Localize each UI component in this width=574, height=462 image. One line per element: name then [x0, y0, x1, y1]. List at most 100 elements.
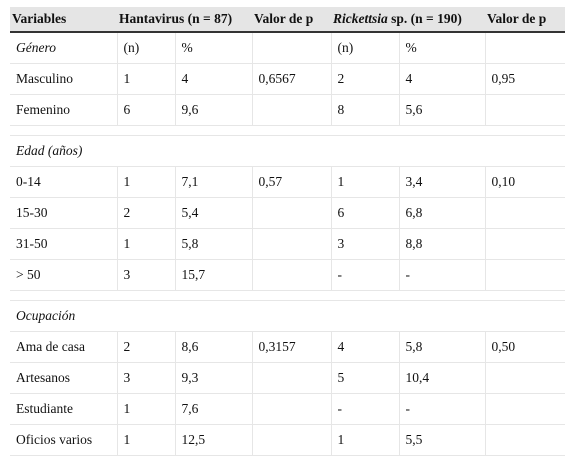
section-label-ocupacion: Ocupación	[10, 300, 566, 332]
table-cell: (n)	[331, 31, 400, 64]
spacer-row	[10, 125, 566, 136]
table-row: > 50 3 15,7 - -	[10, 259, 566, 291]
header-rickettsia-rest: sp. (n = 190)	[387, 11, 462, 26]
header-p-value-hantavirus: Valor de p	[252, 7, 332, 33]
table-cell: 8,6	[175, 331, 253, 363]
spacer-cell	[10, 290, 566, 301]
table-cell: 1	[117, 228, 176, 260]
table-row: Estudiante 1 7,6 - -	[10, 393, 566, 425]
table-cell: 0,57	[252, 166, 332, 198]
table-cell	[485, 228, 566, 260]
table-cell: 8,8	[399, 228, 486, 260]
table-cell	[252, 362, 332, 394]
row-label: Femenino	[10, 94, 118, 126]
table-cell: 2	[117, 197, 176, 229]
row-label: Artesanos	[10, 362, 118, 394]
table-cell	[485, 259, 566, 291]
row-label: Masculino	[10, 63, 118, 95]
table-cell: 5,6	[399, 94, 486, 126]
table-row: Femenino 6 9,6 8 5,6	[10, 94, 566, 126]
table-cell	[252, 197, 332, 229]
table-cell: 9,6	[175, 94, 253, 126]
spacer-cell	[10, 125, 566, 136]
row-label: Estudiante	[10, 393, 118, 425]
table-row: 15-30 2 5,4 6 6,8	[10, 197, 566, 229]
table-row: 31-50 1 5,8 3 8,8	[10, 228, 566, 260]
table-cell: 3,4	[399, 166, 486, 198]
table-cell: 0,50	[485, 331, 566, 363]
table-row: 0-14 1 7,1 0,57 1 3,4 0,10	[10, 166, 566, 198]
row-label: 31-50	[10, 228, 118, 260]
table-cell	[485, 393, 566, 425]
results-table: Variables Hantavirus (n = 87) Valor de p…	[10, 7, 566, 456]
table-cell: 6,8	[399, 197, 486, 229]
table-cell: 5,5	[399, 424, 486, 456]
section-row-genero: Género (n) % (n) %	[10, 31, 566, 64]
table-row: Oficios varios 1 12,5 1 5,5	[10, 424, 566, 456]
table-cell: -	[331, 393, 400, 425]
table-cell: -	[331, 259, 400, 291]
table-cell	[485, 197, 566, 229]
row-label: > 50	[10, 259, 118, 291]
table-cell: -	[399, 259, 486, 291]
table-cell: 15,7	[175, 259, 253, 291]
table-cell: 0,6567	[252, 63, 332, 95]
table-cell: 12,5	[175, 424, 253, 456]
table-cell: -	[399, 393, 486, 425]
table-cell: 0,95	[485, 63, 566, 95]
table-row: Artesanos 3 9,3 5 10,4	[10, 362, 566, 394]
header-row: Variables Hantavirus (n = 87) Valor de p…	[10, 7, 566, 33]
table-cell: 3	[117, 259, 176, 291]
table-cell: 0,3157	[252, 331, 332, 363]
table-cell: 2	[117, 331, 176, 363]
table-cell	[252, 94, 332, 126]
table-cell: 4	[175, 63, 253, 95]
spacer-row	[10, 290, 566, 301]
table-cell: 5	[331, 362, 400, 394]
table-cell: 7,6	[175, 393, 253, 425]
row-label: 0-14	[10, 166, 118, 198]
header-rickettsia: Rickettsia sp. (n = 190)	[331, 7, 486, 33]
header-variables: Variables	[10, 7, 117, 33]
table-cell: (n)	[117, 31, 176, 64]
table-cell	[252, 259, 332, 291]
table-cell: %	[175, 31, 253, 64]
table-cell: 5,8	[175, 228, 253, 260]
table-cell	[485, 362, 566, 394]
table-cell: 1	[117, 424, 176, 456]
table-row: Masculino 1 4 0,6567 2 4 0,95	[10, 63, 566, 95]
row-label: 15-30	[10, 197, 118, 229]
header-rickettsia-genus: Rickettsia	[333, 11, 388, 26]
table-cell: 0,10	[485, 166, 566, 198]
table-cell	[252, 393, 332, 425]
table-cell: 5,4	[175, 197, 253, 229]
section-row-edad: Edad (años)	[10, 135, 566, 167]
section-label-edad: Edad (años)	[10, 135, 566, 167]
table-cell	[485, 31, 566, 64]
table-cell: 10,4	[399, 362, 486, 394]
table-cell: 1	[331, 424, 400, 456]
table-cell	[485, 94, 566, 126]
table-cell: 7,1	[175, 166, 253, 198]
table-cell: %	[399, 31, 486, 64]
table-cell: 8	[331, 94, 400, 126]
table-cell: 1	[331, 166, 400, 198]
table-cell: 2	[331, 63, 400, 95]
table-cell: 1	[117, 166, 176, 198]
table-cell: 4	[331, 331, 400, 363]
table-cell: 3	[331, 228, 400, 260]
table-cell	[252, 228, 332, 260]
row-label: Oficios varios	[10, 424, 118, 456]
row-label: Ama de casa	[10, 331, 118, 363]
table-cell: 4	[399, 63, 486, 95]
table-cell: 1	[117, 393, 176, 425]
table-cell	[252, 424, 332, 456]
table-row: Ama de casa 2 8,6 0,3157 4 5,8 0,50	[10, 331, 566, 363]
table-cell: 6	[117, 94, 176, 126]
table-cell	[485, 424, 566, 456]
table-cell: 9,3	[175, 362, 253, 394]
section-row-ocupacion: Ocupación	[10, 300, 566, 332]
header-p-value-rickettsia: Valor de p	[485, 7, 566, 33]
table-cell	[252, 31, 332, 64]
section-label-genero: Género	[10, 31, 118, 64]
